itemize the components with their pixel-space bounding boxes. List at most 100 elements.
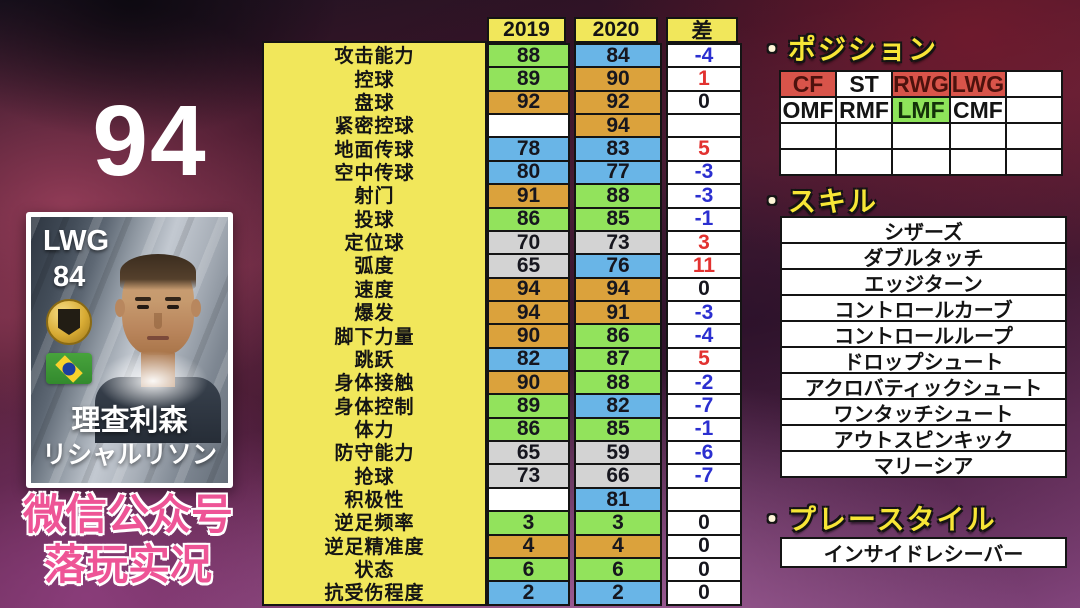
stat-label: 控球 [354,69,395,91]
bullet-icon: ・ [758,186,787,217]
skill-item: コントロールカーブ [780,294,1067,322]
stat-label: 状态 [354,560,395,582]
overall-rating: 94 [92,85,208,197]
stat-value-2020: 59 [576,440,660,464]
stat-label: 紧密控球 [334,116,415,138]
stat-diff-value: 0 [668,556,740,581]
position-cell [950,124,1005,148]
playstyle-title: プレースタイル [788,504,997,535]
stat-value-2019 [489,486,568,511]
stat-label: 积极性 [344,490,405,512]
stat-value-2019: 4 [489,533,568,557]
position-cell: CF [781,71,836,97]
stat-label: 逆足精准度 [324,536,425,558]
stat-label: 身体控制 [334,396,415,418]
stat-value-2019: 86 [489,416,568,440]
column-header-diff: 差 [666,17,738,43]
stat-value-2019: 90 [489,323,568,347]
positions-title: ポジション [788,34,939,65]
column-2019: 2019 88 89 92 78 80 91 [487,17,570,606]
playstyle-list: インサイドレシーバー [780,537,1067,568]
stat-diff-value: -4 [668,323,740,347]
stats-table: 攻击能力 控球 盘球 紧密控球 地面传球 空中传球 射门 投球 定位球 弧度 速… [262,17,742,606]
position-cell [1006,150,1061,174]
card-position-label: LWG [43,225,110,257]
stat-value-2019: 6 [489,556,568,581]
stat-diff-value: 5 [668,346,740,370]
column-2020: 2020 84 90 92 94 83 77 88 [574,17,662,606]
stat-value-2019: 91 [489,183,568,207]
stat-value-2020: 3 [576,510,660,534]
skill-item: ダブルタッチ [780,242,1067,270]
position-cell [1006,124,1061,148]
stat-value-2020: 85 [576,206,660,230]
stat-value-2020: 90 [576,66,660,90]
stat-value-2019: 90 [489,370,568,394]
position-cell [950,150,1005,174]
skill-item: ワンタッチシュート [780,398,1067,426]
stat-diff-value: 1 [668,66,740,90]
stat-diff-value: -2 [668,370,740,394]
stat-value-2020: 76 [576,253,660,277]
stat-value-2019: 3 [489,510,568,534]
stat-diff-value: 3 [668,229,740,254]
positions-grid: CF ST RWG LWG OMF RMF LMF CMF [779,70,1063,176]
stat-value-2020: 83 [576,136,660,160]
player-head [115,254,201,355]
position-cell: LWG [950,70,1005,97]
position-cell [781,124,836,148]
bullet-icon: ・ [758,504,787,535]
stat-labels-column: 攻击能力 控球 盘球 紧密控球 地面传球 空中传球 射门 投球 定位球 弧度 速… [262,41,487,606]
stat-label: 盘球 [354,92,395,114]
stat-diff-value: -1 [668,416,740,440]
stat-value-2019: 89 [489,66,568,90]
stat-diff-value: 11 [668,253,740,277]
stat-diff-value: 0 [668,276,740,300]
stat-value-2020: 88 [576,183,660,207]
card-glow-decor [98,351,208,411]
playstyle-item: インサイドレシーバー [780,537,1067,568]
position-cell [837,124,892,148]
stat-label: 爆发 [354,303,395,325]
skill-item: シザーズ [780,216,1067,244]
stat-value-2020: 6 [576,556,660,581]
stat-label: 空中传球 [334,162,415,184]
stat-diff-value: 0 [668,580,740,604]
watermark-line1: 微信公众号 [22,491,233,538]
position-cell [893,124,949,148]
skill-item: アクロバティックシュート [780,372,1067,400]
position-cell [837,150,892,174]
stat-value-2020: 4 [576,533,660,557]
position-cell: RMF [837,97,892,123]
stat-diff-value: -7 [668,393,740,417]
stat-value-2019: 65 [489,253,568,277]
stat-value-2019 [489,113,568,137]
stat-value-2019: 89 [489,393,568,417]
skills-section-header: ・スキル [758,180,878,220]
stat-value-2019: 70 [489,229,568,254]
stat-value-2020: 85 [576,416,660,440]
stat-value-2020: 77 [576,159,660,183]
stat-diff-value [668,113,740,136]
player-card: LWG 84 理查利森 リシャルリソン [26,212,233,488]
stat-value-2020: 2 [576,580,660,604]
stat-value-2019: 92 [489,89,568,113]
stat-value-2019: 65 [489,440,568,464]
stat-value-2020: 91 [576,299,660,324]
stat-label: 跳跃 [354,349,395,371]
stat-diff-value: -1 [668,206,740,230]
position-cell [781,150,836,174]
stat-label: 定位球 [344,233,405,255]
stat-label: 逆足频率 [334,513,415,535]
stat-diff-value: 0 [668,89,740,113]
stat-diff-value: -3 [668,159,740,183]
stat-value-2019: 94 [489,276,568,300]
stat-diff-value: -3 [668,183,740,207]
skill-item: コントロールループ [780,320,1067,348]
position-cell [893,150,949,174]
stat-values-columns: 2019 88 89 92 78 80 91 [487,17,742,606]
stat-label: 地面传球 [334,139,415,161]
stat-value-2020: 87 [576,346,660,370]
brazil-flag-icon [46,353,92,384]
stat-value-2020: 94 [576,276,660,300]
